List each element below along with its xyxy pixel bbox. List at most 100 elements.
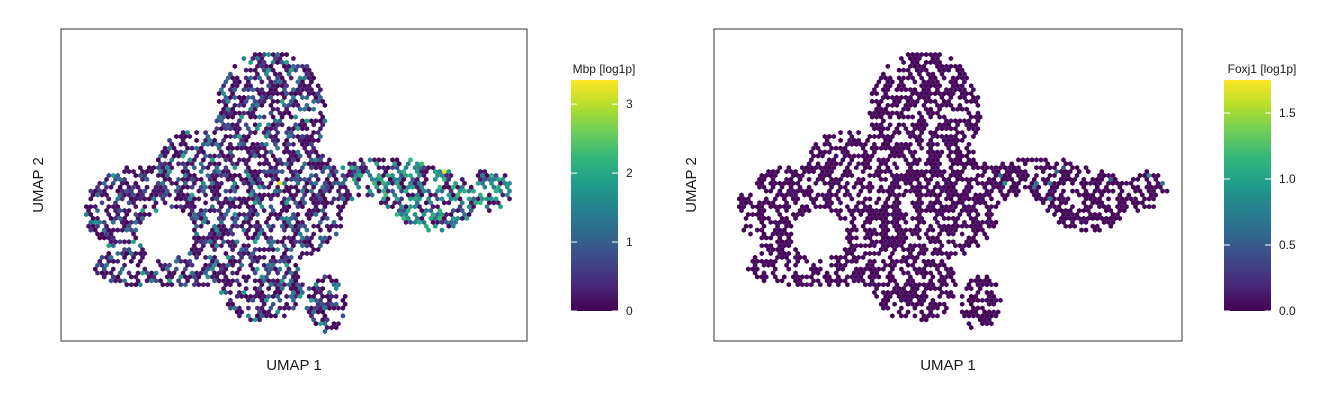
hex-cell [248, 130, 253, 136]
hex-cell [964, 75, 969, 81]
hex-cell [333, 301, 339, 307]
hex-cell [1101, 172, 1107, 179]
hex-cell [838, 200, 843, 206]
hex-cell [903, 227, 909, 233]
hex-cell [237, 172, 242, 179]
hex-cell [775, 278, 780, 284]
hex-cell [496, 176, 501, 182]
hex-cell [946, 231, 951, 237]
hex-cell [867, 110, 873, 116]
hex-cell [937, 239, 942, 245]
hex-cell [273, 133, 278, 140]
hex-cell [442, 176, 447, 182]
hex-cell [883, 215, 888, 221]
hex-cell [162, 184, 168, 190]
hex-cell [883, 239, 888, 245]
hex-cell [237, 94, 242, 101]
hex-cell [165, 149, 170, 155]
hex-cell [396, 208, 402, 214]
hex-cell [919, 114, 924, 120]
hex-cell [322, 165, 328, 171]
hex-cell [923, 317, 929, 323]
hex-cell [912, 87, 918, 93]
hex-cell [876, 79, 882, 85]
hex-cell [340, 196, 346, 202]
hex-cell [991, 223, 996, 229]
hex-cell [1020, 157, 1026, 163]
hex-cell [851, 270, 857, 276]
hex-cell [881, 243, 886, 249]
hex-cell [246, 188, 251, 194]
hex-cell [320, 192, 325, 198]
hex-cell [201, 149, 206, 155]
hex-cell [437, 169, 443, 175]
panel-foxj1: UMAP 1 UMAP 2 Foxj1 [log1p] 0.00.51.01.5 [683, 28, 1296, 374]
hex-cell [471, 196, 476, 202]
hex-cell [259, 204, 265, 210]
hex-cell [257, 122, 262, 128]
hex-cell [968, 161, 974, 167]
hex-cell [865, 262, 870, 268]
hex-cell [777, 250, 783, 257]
hex-cell [946, 223, 951, 229]
hex-cell [288, 75, 294, 81]
hex-cell [151, 274, 157, 280]
hex-cell [964, 106, 969, 112]
hex-cell [311, 231, 316, 237]
hex-cell [937, 293, 942, 299]
hex-cell [270, 137, 276, 143]
hex-cell [1070, 180, 1075, 186]
hex-cell [424, 169, 429, 175]
hex-cell [252, 247, 258, 253]
hex-cell [106, 204, 112, 210]
hex-cell [297, 91, 303, 97]
colorbar-tick-label: 1 [626, 235, 633, 249]
hex-cell [926, 258, 931, 264]
hex-cell [964, 176, 969, 182]
hex-cell [187, 196, 193, 202]
hex-cell [252, 200, 258, 206]
hex-cell [237, 141, 242, 147]
hex-cell [232, 305, 238, 311]
hex-cell [901, 176, 906, 182]
hex-cell [935, 87, 940, 93]
hex-cell [210, 180, 215, 186]
hex-cell [885, 165, 891, 171]
hex-cell [284, 52, 289, 58]
hex-cell [935, 266, 940, 272]
hex-cell [1097, 211, 1102, 218]
hex-cell [219, 211, 224, 218]
hex-cell [939, 188, 945, 194]
hex-cell [755, 266, 760, 272]
hex-cell [806, 192, 812, 198]
hex-cell [867, 172, 873, 179]
hex-cell [847, 239, 852, 245]
hex-cell [320, 215, 325, 221]
hex-cell [284, 184, 289, 190]
hex-cell [228, 110, 233, 116]
hex-cell [1160, 180, 1165, 186]
hex-cell [207, 176, 213, 182]
hex-cell [802, 254, 807, 260]
hex-cell [201, 141, 206, 147]
hex-cell [338, 223, 343, 229]
hex-cell [1140, 192, 1145, 198]
hex-cell [192, 235, 197, 241]
hex-cell [896, 293, 902, 299]
hex-cell [324, 325, 330, 331]
hex-cell [261, 208, 267, 214]
hex-cell [266, 52, 271, 58]
hex-cell [207, 254, 213, 260]
hex-cell [1095, 223, 1100, 229]
hex-cell [243, 176, 249, 182]
hex-cell [221, 114, 226, 120]
hex-cell [883, 75, 888, 81]
hex-cell [914, 286, 920, 292]
hex-cell [923, 106, 929, 112]
hex-cell [993, 172, 999, 179]
hex-cell [381, 188, 386, 194]
hex-cell [910, 52, 915, 58]
hex-cell [122, 192, 127, 198]
hex-cell [757, 200, 762, 206]
hex-cell [1090, 200, 1096, 206]
